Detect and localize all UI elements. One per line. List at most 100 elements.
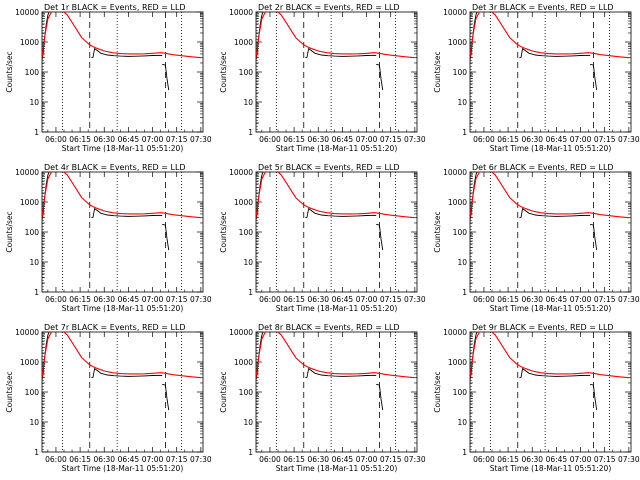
events-series-line [519, 367, 591, 379]
x-tick-label: 07:30 [404, 135, 426, 144]
x-tick-label: 06:00 [473, 135, 495, 144]
x-tick-label: 06:45 [332, 135, 354, 144]
x-tick-label: 06:00 [45, 295, 67, 304]
x-tick-label: 06:00 [45, 455, 67, 464]
y-tick-label: 1 [34, 128, 39, 137]
plot-frame [255, 171, 418, 293]
y-axis-label: Counts/sec [433, 51, 442, 92]
panel-det-8: Det 8r BLACK = Events, RED = LLD 1 10 100 10… [219, 323, 426, 473]
x-tick-label: 06:00 [45, 135, 67, 144]
panel-title: Det 6r BLACK = Events, RED = LLD [472, 163, 614, 172]
lld-series-line [470, 12, 629, 59]
plot-area [470, 172, 629, 251]
y-axis-label: Counts/sec [219, 371, 228, 412]
y-tick-label: 1000 [20, 198, 39, 207]
x-tick-label: 06:00 [259, 295, 281, 304]
plot-area [470, 12, 629, 91]
x-tick-label: 07:15 [166, 455, 188, 464]
x-tick-label: 07:00 [356, 295, 378, 304]
y-tick-label: 1 [462, 288, 467, 297]
x-tick-label: 06:15 [283, 455, 305, 464]
y-tick-label: 10000 [229, 8, 253, 17]
x-tick-label: 07:00 [570, 135, 592, 144]
events-series-line [519, 47, 591, 59]
x-tick-label: 06:45 [118, 135, 140, 144]
y-tick-label: 1 [248, 448, 253, 457]
panel-det-9: Det 9r BLACK = Events, RED = LLD 1 10 100 10… [433, 323, 640, 473]
panel-title: Det 7r BLACK = Events, RED = LLD [44, 323, 186, 332]
y-tick-label: 10 [457, 418, 467, 427]
y-tick-label: 1000 [20, 358, 39, 367]
x-tick-label: 06:45 [118, 455, 140, 464]
x-axis-label: Start Time (18-Mar-11 05:51:20) [490, 464, 612, 473]
y-tick-label: 10 [457, 98, 467, 107]
panel-det-6: Det 6r BLACK = Events, RED = LLD 1 10 100 10… [433, 163, 640, 313]
panel-title: Det 5r BLACK = Events, RED = LLD [258, 163, 400, 172]
lld-series-line [42, 172, 201, 219]
x-tick-label: 06:45 [332, 455, 354, 464]
x-tick-label: 06:00 [259, 135, 281, 144]
panel-title: Det 9r BLACK = Events, RED = LLD [472, 323, 614, 332]
y-tick-label: 10 [243, 418, 253, 427]
x-axis-label: Start Time (18-Mar-11 05:51:20) [62, 464, 184, 473]
plot-area [256, 332, 415, 411]
x-tick-label: 07:15 [594, 295, 616, 304]
y-tick-label: 100 [453, 228, 468, 237]
x-tick-label: 06:15 [497, 455, 519, 464]
y-tick-label: 100 [25, 68, 40, 77]
x-tick-label: 07:15 [166, 295, 188, 304]
y-tick-label: 10000 [15, 168, 39, 177]
plot-frame [41, 331, 204, 453]
y-axis-label: Counts/sec [219, 51, 228, 92]
x-tick-label: 06:30 [521, 455, 543, 464]
x-tick-label: 06:15 [69, 455, 91, 464]
y-tick-label: 10 [243, 258, 253, 267]
x-tick-label: 06:45 [332, 295, 354, 304]
y-tick-label: 1 [462, 448, 467, 457]
y-axis-label: Counts/sec [219, 211, 228, 252]
x-tick-label: 07:15 [166, 135, 188, 144]
x-axis-label: Start Time (18-Mar-11 05:51:20) [62, 304, 184, 313]
panel-det-5: Det 5r BLACK = Events, RED = LLD 1 10 100 10… [219, 163, 426, 313]
events-series-line [376, 383, 384, 411]
x-tick-label: 07:15 [594, 455, 616, 464]
y-tick-label: 1 [462, 128, 467, 137]
x-tick-label: 06:15 [497, 295, 519, 304]
events-series-line [519, 207, 591, 219]
y-tick-label: 1000 [448, 38, 467, 47]
x-tick-label: 06:30 [307, 455, 329, 464]
x-tick-label: 07:30 [618, 295, 640, 304]
y-tick-label: 10000 [229, 328, 253, 337]
x-tick-label: 07:15 [594, 135, 616, 144]
y-tick-label: 1000 [234, 358, 253, 367]
x-tick-label: 07:30 [618, 135, 640, 144]
y-tick-label: 10000 [229, 168, 253, 177]
x-tick-label: 07:30 [618, 455, 640, 464]
plot-area [470, 332, 629, 411]
plot-area [256, 172, 415, 251]
y-tick-label: 1000 [234, 38, 253, 47]
x-tick-label: 06:15 [283, 295, 305, 304]
panel-det-1: Det 1r BLACK = Events, RED = LLD 1 10 100 10… [5, 3, 212, 153]
x-axis-label: Start Time (18-Mar-11 05:51:20) [490, 144, 612, 153]
x-tick-label: 07:00 [142, 455, 164, 464]
events-series-line [590, 223, 598, 251]
y-tick-label: 1 [248, 288, 253, 297]
x-axis-label: Start Time (18-Mar-11 05:51:20) [62, 144, 184, 153]
plot-frame [41, 171, 204, 293]
x-axis-label: Start Time (18-Mar-11 05:51:20) [490, 304, 612, 313]
lld-series-line [256, 332, 415, 379]
y-tick-label: 100 [453, 388, 468, 397]
y-tick-label: 1 [248, 128, 253, 137]
y-tick-label: 1 [34, 288, 39, 297]
x-tick-label: 07:00 [356, 135, 378, 144]
lld-series-line [42, 12, 201, 59]
x-tick-label: 06:45 [546, 135, 568, 144]
events-series-line [91, 47, 163, 59]
plot-frame [41, 11, 204, 133]
events-series-line [305, 47, 377, 59]
y-tick-label: 100 [239, 388, 254, 397]
events-series-line [590, 383, 598, 411]
plot-frame [255, 11, 418, 133]
